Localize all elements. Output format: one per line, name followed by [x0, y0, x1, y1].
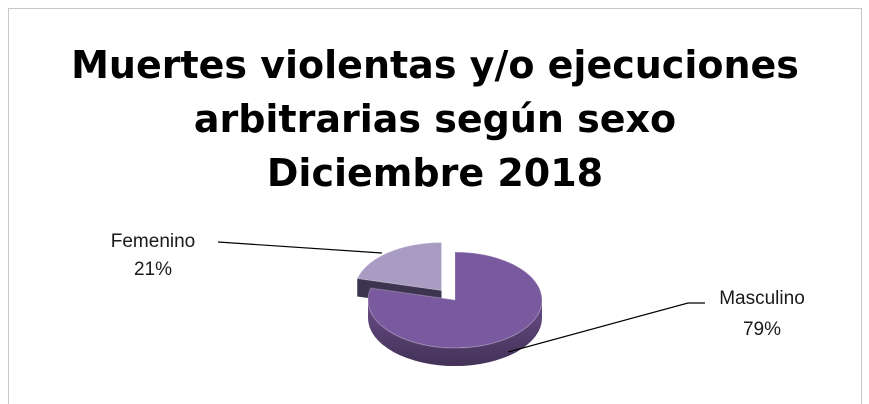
chart-title-line-1: Muertes violentas y/o ejecuciones [71, 43, 799, 87]
slice-percent-masculino: 79% [743, 319, 781, 340]
leader-line-masculino [507, 302, 705, 353]
leader-lines [217, 241, 705, 353]
slice-percent-femenino: 21% [134, 259, 172, 280]
slice-side-shade-masculino-0 [368, 300, 542, 366]
pie-slices [356, 241, 543, 366]
slice-label-masculino: Masculino [719, 288, 805, 309]
leader-line-femenino [217, 241, 383, 254]
chart-title: Muertes violentas y/o ejecuciones arbitr… [8, 38, 862, 200]
slice-femenino [356, 241, 443, 292]
slice-label-femenino: Femenino [111, 231, 196, 252]
chart-title-line-3: Diciembre 2018 [266, 151, 604, 195]
slice-masculino [367, 251, 543, 349]
chart-title-line-2: arbitrarias según sexo [193, 97, 677, 141]
